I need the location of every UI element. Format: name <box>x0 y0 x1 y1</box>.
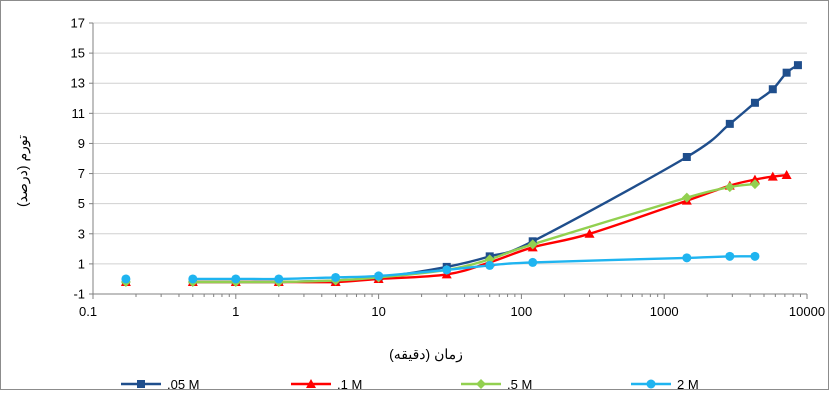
x-tick-labels: 0.1 1 10 100 1000 10000 <box>79 304 825 319</box>
gridlines <box>93 22 807 265</box>
x-tick-label: 10 <box>371 304 385 319</box>
x-axis-label: زمان (دقیقه) <box>389 346 463 363</box>
y-tick-label: 1 <box>78 256 85 271</box>
data-point-5-M <box>724 182 735 193</box>
y-tick-label: 5 <box>78 196 85 211</box>
series-lines <box>192 64 799 284</box>
series-markers <box>120 61 802 287</box>
data-point-5-M <box>527 239 538 250</box>
legend-item-1-M: .1 M <box>291 377 362 392</box>
data-point-1-M <box>584 228 595 238</box>
x-tick-label: 100 <box>511 304 533 319</box>
legend: .05 M .1 M .5 M 2 M <box>121 377 699 392</box>
data-point-2-M <box>725 251 735 261</box>
legend-item-2-M: 2 M <box>631 377 699 392</box>
data-point-05-M <box>768 85 777 94</box>
data-point-1-M <box>767 171 778 181</box>
data-point-2-M <box>750 251 760 261</box>
data-point-2-M <box>442 265 452 275</box>
data-point-1-M <box>749 174 760 184</box>
data-point-5-M <box>681 192 692 203</box>
data-point-05-M <box>793 61 802 70</box>
y-tick-label: 9 <box>78 136 85 151</box>
data-point-5-M <box>749 179 760 190</box>
legend-swatch-marker <box>306 379 316 388</box>
data-point-2-M <box>121 274 131 284</box>
x-tick-label: 10000 <box>789 304 825 319</box>
y-tick-label: 7 <box>78 166 85 181</box>
legend-label: .05 M <box>167 377 200 391</box>
data-point-1-M <box>781 170 792 180</box>
axes <box>89 22 808 299</box>
data-point-05-M <box>750 98 759 107</box>
data-point-05-M <box>725 119 734 128</box>
x-tick-label: 1000 <box>650 304 679 319</box>
data-point-2-M <box>331 272 341 282</box>
data-point-2-M <box>485 260 495 270</box>
data-point-2-M <box>274 274 284 284</box>
legend-item-05-M: .05 M <box>121 377 200 392</box>
data-point-2-M <box>682 253 692 263</box>
legend-swatch-marker <box>137 380 145 388</box>
x-tick-label: 1 <box>232 304 239 319</box>
y-tick-label: 17 <box>71 16 85 31</box>
series-line-2-M <box>192 255 755 281</box>
y-axis-label: تورم (درصد) <box>14 135 31 207</box>
data-point-2-M <box>374 271 384 281</box>
legend-label: .1 M <box>337 377 362 391</box>
data-point-2-M <box>231 274 241 284</box>
data-point-2-M <box>188 274 198 284</box>
data-point-05-M <box>782 68 791 77</box>
data-point-2-M <box>528 257 538 267</box>
y-tick-label: 15 <box>71 46 85 61</box>
legend-label: .5 M <box>507 377 532 391</box>
legend-swatch-marker <box>476 379 486 389</box>
data-point-05-M <box>682 152 691 161</box>
legend-swatch-marker <box>646 379 656 389</box>
y-tick-label: 3 <box>78 226 85 241</box>
y-tick-label: 11 <box>72 106 86 121</box>
x-tick-label: 0.1 <box>79 304 97 319</box>
y-tick-label: -1 <box>73 287 85 302</box>
legend-item-5-M: .5 M <box>461 377 532 392</box>
y-tick-label: 13 <box>71 76 85 91</box>
legend-label: 2 M <box>677 377 699 391</box>
